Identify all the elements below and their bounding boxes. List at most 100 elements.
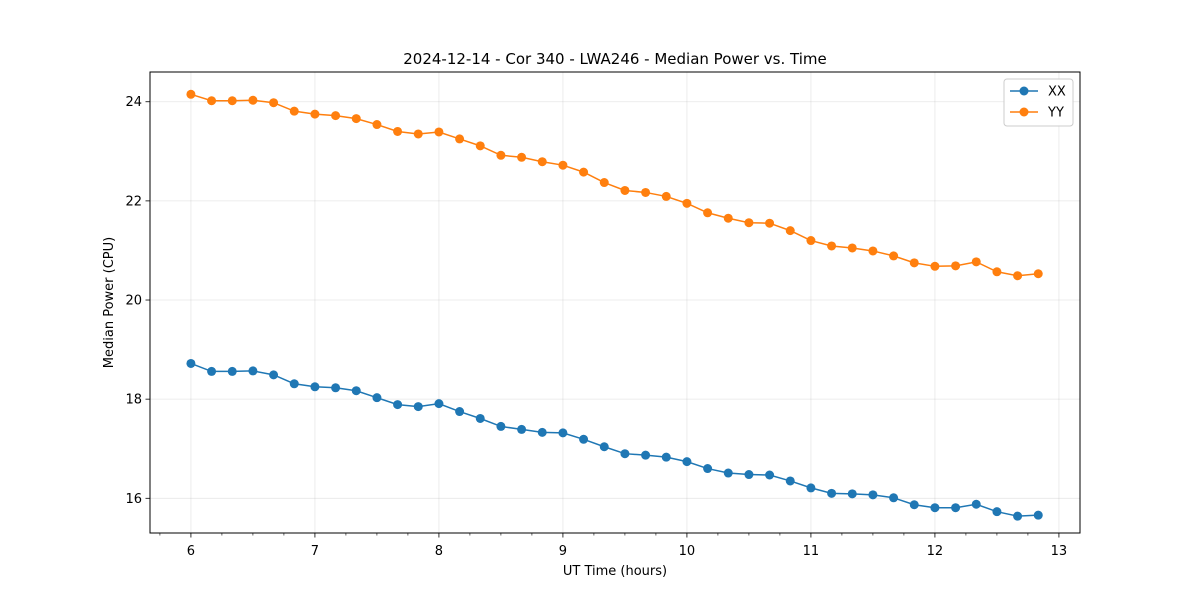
data-point-xx — [951, 503, 961, 513]
x-tick-label: 10 — [679, 544, 696, 559]
data-point-yy — [847, 243, 857, 253]
plot-area-frame — [149, 71, 1081, 534]
data-point-xx — [558, 428, 568, 438]
data-point-yy — [579, 167, 589, 177]
data-point-yy — [661, 191, 671, 201]
series-yy — [186, 89, 1043, 281]
data-point-xx — [889, 493, 899, 503]
data-point-yy — [765, 218, 775, 228]
y-tick-label: 18 — [125, 393, 142, 408]
data-point-xx — [434, 399, 444, 409]
x-tick-label: 12 — [927, 544, 944, 559]
data-point-yy — [413, 129, 423, 139]
data-point-xx — [227, 366, 237, 376]
data-point-xx — [661, 452, 671, 462]
x-tick-label: 9 — [559, 544, 567, 559]
y-tick-label: 20 — [125, 294, 142, 309]
data-point-xx — [186, 358, 196, 368]
data-point-xx — [310, 382, 320, 392]
data-point-xx — [992, 507, 1002, 517]
data-point-xx — [868, 490, 878, 500]
data-point-yy — [558, 160, 568, 170]
data-point-yy — [1013, 271, 1023, 281]
data-point-yy — [475, 141, 485, 151]
data-point-yy — [310, 109, 320, 119]
data-point-xx — [930, 503, 940, 513]
data-point-yy — [620, 185, 630, 195]
data-point-yy — [744, 218, 754, 228]
data-point-xx — [1013, 511, 1023, 521]
data-point-yy — [227, 96, 237, 106]
y-axis-label: Median Power (CPU) — [102, 237, 117, 368]
data-point-yy — [806, 236, 816, 246]
data-point-xx — [351, 386, 361, 396]
legend-item-yy: YY — [1010, 106, 1064, 121]
data-point-xx — [785, 476, 795, 486]
data-point-yy — [496, 150, 506, 160]
data-point-yy — [455, 134, 465, 144]
data-point-xx — [971, 499, 981, 509]
y-tick-label: 24 — [125, 95, 142, 110]
data-point-yy — [537, 157, 547, 167]
data-point-yy — [434, 127, 444, 137]
data-point-xx — [289, 379, 299, 389]
data-point-xx — [1033, 510, 1043, 520]
legend-label: YY — [1047, 106, 1064, 121]
x-tick-label: 8 — [435, 544, 443, 559]
legend-label: XX — [1048, 85, 1066, 100]
data-point-xx — [723, 468, 733, 478]
legend-swatch-marker — [1019, 107, 1029, 117]
data-point-yy — [517, 152, 527, 162]
series-xx — [186, 358, 1043, 521]
data-point-xx — [847, 489, 857, 499]
x-tick-label: 7 — [311, 544, 319, 559]
data-point-yy — [951, 261, 961, 271]
data-point-yy — [289, 106, 299, 116]
data-point-xx — [641, 450, 651, 460]
data-point-yy — [868, 246, 878, 256]
data-point-yy — [703, 208, 713, 218]
data-point-xx — [517, 424, 527, 434]
data-point-xx — [579, 434, 589, 444]
data-point-yy — [682, 198, 692, 208]
data-point-yy — [248, 95, 258, 105]
chart-title: 2024-12-14 - Cor 340 - LWA246 - Median P… — [403, 50, 827, 68]
data-point-xx — [537, 427, 547, 437]
data-point-xx — [744, 470, 754, 480]
data-point-xx — [599, 442, 609, 452]
x-tick-label: 13 — [1051, 544, 1068, 559]
data-point-yy — [393, 126, 403, 136]
data-point-yy — [930, 261, 940, 271]
data-point-xx — [207, 366, 217, 376]
data-point-xx — [393, 400, 403, 410]
data-point-xx — [475, 413, 485, 423]
axes: 6 7 8 9 10 11 12 13 16 18 20 22 24 — [125, 95, 1067, 559]
data-point-yy — [827, 241, 837, 251]
data-point-xx — [827, 488, 837, 498]
data-point-yy — [372, 120, 382, 130]
x-tick-label: 11 — [803, 544, 820, 559]
data-point-xx — [372, 393, 382, 403]
data-point-xx — [909, 500, 919, 510]
data-point-xx — [620, 449, 630, 459]
data-point-xx — [269, 370, 279, 380]
data-point-xx — [765, 470, 775, 480]
data-point-yy — [641, 187, 651, 197]
data-point-xx — [703, 464, 713, 474]
x-tick-label: 6 — [187, 544, 195, 559]
data-point-yy — [599, 178, 609, 188]
y-tick-label: 22 — [125, 194, 142, 209]
legend-item-xx: XX — [1010, 85, 1066, 100]
grid — [150, 72, 1080, 533]
series-layer — [186, 89, 1043, 521]
data-point-yy — [785, 226, 795, 236]
data-point-xx — [496, 421, 506, 431]
y-tick-label: 16 — [125, 492, 142, 507]
data-point-xx — [806, 483, 816, 493]
data-point-xx — [682, 457, 692, 467]
x-axis-label: UT Time (hours) — [563, 564, 667, 579]
data-point-yy — [351, 114, 361, 124]
data-point-yy — [889, 251, 899, 261]
